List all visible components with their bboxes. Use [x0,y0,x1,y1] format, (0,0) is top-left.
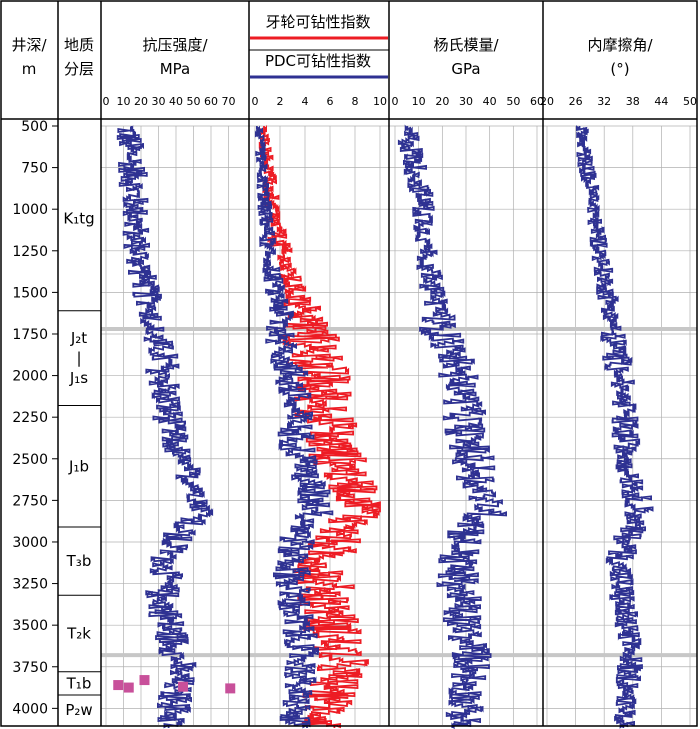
x-tick-label: 4 [302,95,309,108]
x-tick-label: 26 [569,95,583,108]
y-tick-label: 4000 [12,701,48,717]
y-tick-label: 1500 [12,285,48,301]
youngs-panel-title-line1: 杨氏模量/ [433,36,499,54]
y-tick-label: 3500 [12,618,48,634]
x-tick-label: 6 [327,95,334,108]
x-tick-label: 60 [530,95,544,108]
measured-point [178,681,188,692]
ucs-panel-title-line1: 抗压强度/ [142,36,208,54]
series-line-ucs-blue [116,125,214,729]
measured-point [113,680,124,691]
measured-point [139,675,150,686]
strata-label-T3b: T₃b [66,552,92,570]
y-tick-label: 2250 [12,410,48,426]
x-tick-label: 32 [597,95,611,108]
x-tick-label: 44 [654,95,668,108]
legend-bit-label: 牙轮可钻性指数 [265,13,370,31]
x-tick-label: 0 [252,95,259,108]
y-tick-label: 3750 [12,660,48,676]
depth-marker-band [101,653,697,658]
x-tick-label: 10 [117,95,131,108]
x-tick-label: 20 [134,95,148,108]
strata-label-T2k: T₂k [66,624,91,642]
measured-point [225,683,236,694]
ucs-panel-title-line2: MPa [160,60,191,78]
strata-label-J2t-J1s: J₁s [69,369,88,387]
x-tick-label: 38 [626,95,640,108]
y-tick-label: 750 [21,161,48,177]
depth-marker-band [101,326,697,331]
x-tick-label: 30 [152,95,166,108]
strat-col-title-line2: 分层 [64,60,94,78]
y-tick-label: 3250 [12,577,48,593]
x-tick-label: 20 [435,95,449,108]
y-tick-label: 1250 [12,244,48,260]
x-tick-label: 50 [506,95,520,108]
y-tick-label: 3000 [12,535,48,551]
x-tick-label: 0 [392,95,399,108]
series-layer [116,124,654,729]
x-tick-label: 0 [103,95,110,108]
x-tick-label: 50 [187,95,201,108]
strata-label-T1b: T₁b [66,674,92,692]
points-layer [113,675,236,694]
measured-point [123,682,134,693]
friction-panel-title-line1: 内摩擦角/ [587,36,653,54]
x-tick-label: 10 [412,95,426,108]
x-tick-label: 70 [222,95,236,108]
series-line-friction-blue [576,125,654,729]
depth-col-title-line2: m [22,60,37,78]
strata-label-J2t-J1s: | [76,349,81,367]
x-tick-label: 40 [169,95,183,108]
strata-label-J2t-J1s: J₂t [70,329,87,347]
series-line-drill-red [258,124,381,729]
y-tick-label: 1000 [12,202,48,218]
series-line-youngs-blue [397,124,508,729]
friction-panel-title-line2: (°) [610,60,629,78]
y-tick-label: 1750 [12,327,48,343]
x-tick-label: 60 [204,95,218,108]
x-tick-label: 10 [373,95,387,108]
legend-pdc-label: PDC可钻性指数 [265,52,371,70]
y-tick-label: 2750 [12,493,48,509]
strat-col-title-line1: 地质 [64,36,94,54]
x-tick-label: 2 [277,95,284,108]
x-tick-label: 8 [352,95,359,108]
x-tick-label: 30 [459,95,473,108]
depth-bands [101,326,697,658]
y-tick-label: 500 [21,119,48,135]
x-tick-label: 50 [683,95,697,108]
strata-label-K1tg: K₁tg [63,209,94,227]
x-tick-label: 40 [483,95,497,108]
y-tick-label: 2000 [12,369,48,385]
x-tick-label: 20 [540,95,554,108]
grid-layer [101,125,697,725]
depth-col-title-line1: 井深/ [11,36,47,54]
series-line-drill-blue [254,125,334,729]
y-tick-label: 2500 [12,452,48,468]
strata-label-P2w: P₂w [65,701,92,719]
youngs-panel-title-line2: GPa [451,60,480,78]
strata-label-J1b: J₁b [68,457,89,475]
